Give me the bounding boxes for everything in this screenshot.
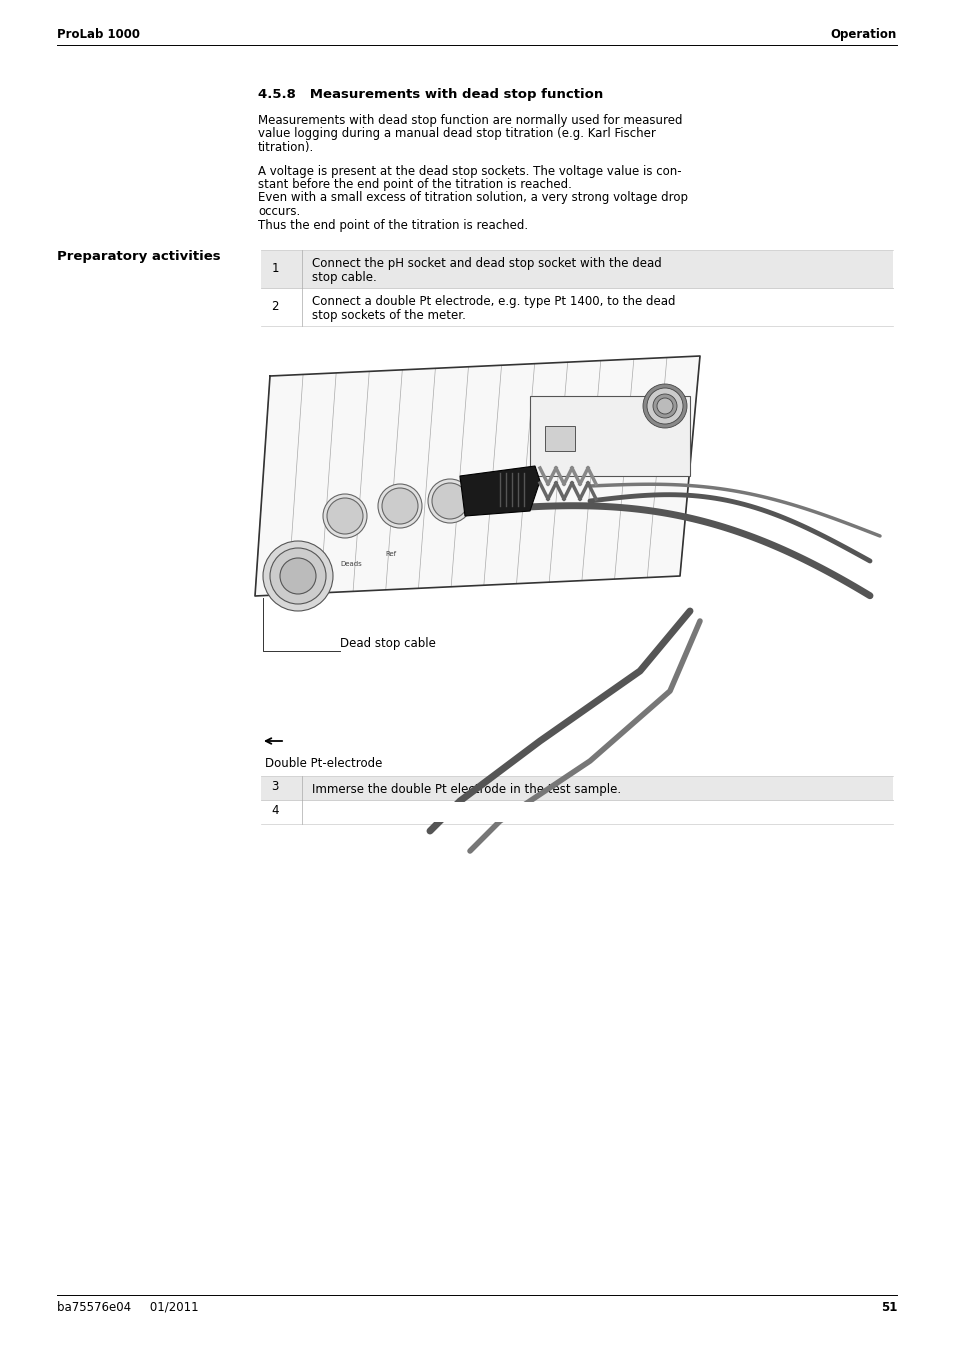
Text: Connect the pH socket and dead stop socket with the dead: Connect the pH socket and dead stop sock… — [312, 257, 661, 270]
Polygon shape — [530, 396, 689, 476]
Text: 51: 51 — [880, 1301, 896, 1315]
Text: Even with a small excess of titration solution, a very strong voltage drop: Even with a small excess of titration so… — [257, 192, 687, 204]
Text: 1: 1 — [271, 262, 278, 274]
Text: <MODE>: <MODE> — [519, 804, 578, 817]
Text: Connect a double Pt electrode, e.g. type Pt 1400, to the dead: Connect a double Pt electrode, e.g. type… — [312, 295, 675, 308]
Text: ProLab 1000: ProLab 1000 — [57, 28, 140, 41]
Circle shape — [327, 499, 363, 534]
Text: Immerse the double Pt electrode in the test sample.: Immerse the double Pt electrode in the t… — [312, 784, 620, 796]
Circle shape — [323, 494, 367, 538]
Circle shape — [280, 558, 315, 594]
Circle shape — [646, 388, 682, 424]
Polygon shape — [312, 802, 892, 821]
Text: Deads: Deads — [339, 561, 361, 567]
Circle shape — [432, 484, 468, 519]
Polygon shape — [544, 426, 575, 451]
Text: stant before the end point of the titration is reached.: stant before the end point of the titrat… — [257, 178, 571, 190]
Text: occurs.: occurs. — [257, 205, 300, 218]
Circle shape — [642, 384, 686, 428]
Circle shape — [657, 399, 672, 413]
Text: Ref: Ref — [385, 551, 395, 557]
Text: stop cable.: stop cable. — [312, 270, 376, 284]
Text: Operation: Operation — [830, 28, 896, 41]
Bar — [261, 250, 892, 288]
Text: RS232/Rec: RS232/Rec — [599, 407, 637, 412]
Circle shape — [377, 484, 421, 528]
Text: 2: 2 — [271, 300, 278, 312]
Polygon shape — [254, 357, 700, 596]
Text: 3: 3 — [271, 781, 278, 793]
Text: Double Pt-electrode: Double Pt-electrode — [265, 757, 382, 770]
Text: Thus the end point of the titration is reached.: Thus the end point of the titration is r… — [257, 219, 528, 231]
Text: .: . — [552, 804, 556, 817]
Text: pH/mV
Probe: pH/mV Probe — [285, 596, 308, 609]
Circle shape — [381, 488, 417, 524]
Text: titration).: titration). — [257, 141, 314, 154]
Text: 4: 4 — [271, 804, 278, 817]
Text: 7.5...12V/DC: 7.5...12V/DC — [599, 419, 643, 426]
Text: On the meter, switch to the mV display with: On the meter, switch to the mV display w… — [312, 804, 577, 817]
Circle shape — [652, 394, 677, 417]
Circle shape — [270, 549, 326, 604]
Text: Dead stop cable: Dead stop cable — [339, 638, 436, 650]
Text: value logging during a manual dead stop titration (e.g. Karl Fischer: value logging during a manual dead stop … — [257, 127, 656, 141]
Polygon shape — [459, 466, 539, 516]
Text: stop sockets of the meter.: stop sockets of the meter. — [312, 308, 465, 322]
Text: Measurements with dead stop function are normally used for measured: Measurements with dead stop function are… — [257, 113, 681, 127]
Bar — [261, 775, 892, 800]
Circle shape — [263, 540, 333, 611]
Circle shape — [428, 480, 472, 523]
Text: On the meter, switch to the mV display with <MODE>.: On the meter, switch to the mV display w… — [312, 807, 637, 820]
Text: input: input — [599, 432, 618, 438]
Text: Preparatory activities: Preparatory activities — [57, 250, 220, 263]
Text: A voltage is present at the dead stop sockets. The voltage value is con-: A voltage is present at the dead stop so… — [257, 165, 680, 177]
Text: 4.5.8   Measurements with dead stop function: 4.5.8 Measurements with dead stop functi… — [257, 88, 602, 101]
Text: ba75576e04     01/2011: ba75576e04 01/2011 — [57, 1301, 198, 1315]
